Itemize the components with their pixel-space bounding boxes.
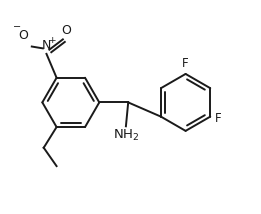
Text: F: F [215,112,222,125]
Text: O: O [19,29,28,42]
Text: N: N [42,40,51,52]
Text: −: − [13,22,21,32]
Text: NH$_2$: NH$_2$ [113,128,139,143]
Text: F: F [182,57,189,70]
Text: +: + [48,36,56,45]
Text: O: O [62,24,72,37]
